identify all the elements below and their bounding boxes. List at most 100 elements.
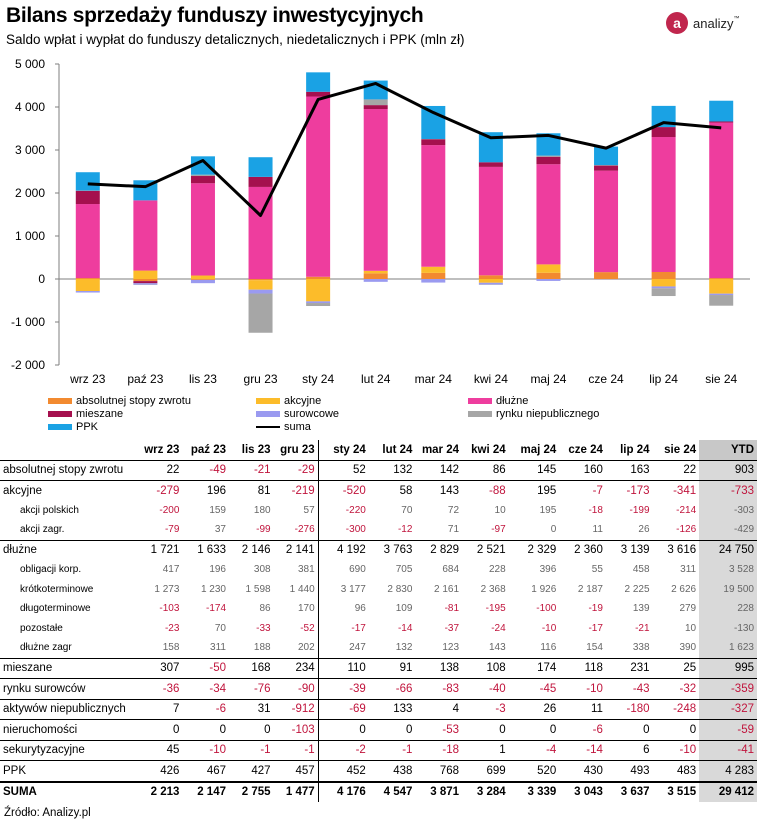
table-cell: 0 [605,719,653,740]
table-cell: -10 [182,739,229,761]
bar-dluzne [421,145,446,267]
table-cell: 52 [317,459,369,481]
table-cell: 25 [652,657,700,679]
table-cell: -19 [588,603,603,615]
table-cell: 96 [317,599,369,619]
legend-label: rynku niepublicznego [496,408,600,420]
bar-absolutnej [651,271,676,279]
table-cell: -21 [635,622,650,634]
row-label: SUMA [0,780,132,802]
table-cell: -276 [294,524,315,536]
table-cell: 3 616 [652,539,700,560]
table-cell: 168 [229,657,274,679]
table-cell: 3 043 [559,780,606,802]
table-cell: 4 176 [317,780,369,802]
legend-item-suma: suma [256,421,311,433]
table-cell: -99 [256,524,271,536]
bar-ppk [75,172,100,191]
bar-ppk [594,146,619,166]
table-cell: -97 [491,524,506,536]
table-cell: -520 [317,480,369,501]
table-row: sekurytyzacyjne 45 -10 -1 -1 -2 -1 -18 1 -4 -14 6 -1… [0,739,757,761]
table-cell: 2 147 [182,780,229,802]
table-cell: 2 829 [415,539,463,560]
legend-item-surowcowe: surowcowe [256,408,339,420]
table-cell: 70 [214,622,226,634]
bar-absolutnej [363,273,388,279]
table-cell: 2 141 [273,539,319,560]
table-row: absolutnej stopy zwrotu 22 -49 -21 -29 52 132 1… [0,459,757,481]
table-cell: -174 [205,603,226,615]
table-cell: 26 [508,698,560,720]
bar-absolutnej [594,272,619,279]
table-cell: 2 329 [508,539,560,560]
table-cell: 2 626 [671,583,697,595]
row-label: mieszane [0,657,132,679]
analizy-logo[interactable]: a analizy™ [666,10,739,36]
table-cell: 396 [539,564,557,576]
table-cell: 142 [415,459,463,481]
table-cell: -88 [462,480,509,501]
bar-akcyjne [651,279,676,287]
row-label: krótkoterminowe [20,583,94,595]
table-cell: -23 [164,622,180,634]
table-cell: -52 [300,622,315,634]
bar-dluzne [133,200,158,271]
table-cell: -100 [536,603,557,615]
x-tick-label: maj 24 [530,372,566,386]
table-cell: 37 [214,524,226,536]
table-row: obligacji korp. 417 196 308 381 690 705 684 228 3… [0,560,757,580]
bar-absolutnej [306,276,331,279]
table-cell: 11 [559,698,606,720]
table-cell: 174 [508,657,560,679]
table-cell: -40 [462,678,509,699]
table-cell: 188 [253,642,271,654]
table-header-row: wrz 23 paź 23 lis 23 gru 23 sty 24 lut 24 mar … [0,440,757,460]
table-cell: 231 [605,657,653,679]
table-cell: -24 [491,622,506,634]
bar-dluzne [709,122,734,279]
table-cell: 1 273 [154,583,180,595]
legend-item-akcyjne: akcyjne [256,395,321,407]
table-cell: -10 [541,622,557,634]
table-cell: 452 [317,760,369,782]
table-cell: 55 [591,564,603,576]
table-cell: 116 [540,642,557,654]
x-tick-label: sie 24 [705,372,737,386]
bar-mieszane [421,139,446,146]
table-cell: -6 [182,698,229,720]
table-cell: -103 [273,719,319,740]
table-cell: -45 [508,678,560,699]
table-cell: -81 [444,603,460,615]
bar-niepubliczne [651,288,676,297]
table-cell: -90 [273,678,319,699]
bar-mieszane [363,105,388,110]
table-cell: 427 [229,760,274,782]
bar-absolutnej [75,278,100,279]
table-cell: 3 871 [415,780,463,802]
table-cell: 58 [368,480,416,501]
table-cell: 86 [259,603,271,615]
table-cell: 3 763 [368,539,416,560]
table-cell: 6 [605,739,653,761]
table-cell: 123 [442,642,460,654]
bar-akcyjne [75,279,100,291]
table-header-cell: paź 23 [190,443,226,456]
table-cell: -103 [159,603,180,615]
table-cell: -12 [397,524,413,536]
bar-dluzne [651,137,676,272]
legend-label: surowcowe [284,408,340,420]
sum-line [87,81,722,217]
legend-swatch [256,411,280,417]
table-cell: -130 [699,618,757,638]
table-cell: 160 [559,459,606,481]
table-cell: -4 [508,739,560,761]
bar-mieszane [594,165,619,171]
table-cell: 3 528 [699,560,757,580]
table-cell: 118 [559,657,606,679]
bar-niepubliczne [248,293,273,333]
table-cell: 3 284 [462,780,509,802]
table-cell: 133 [368,698,416,720]
table-header-cell: lut 24 [382,443,413,456]
table-cell: 19 500 [699,579,757,599]
